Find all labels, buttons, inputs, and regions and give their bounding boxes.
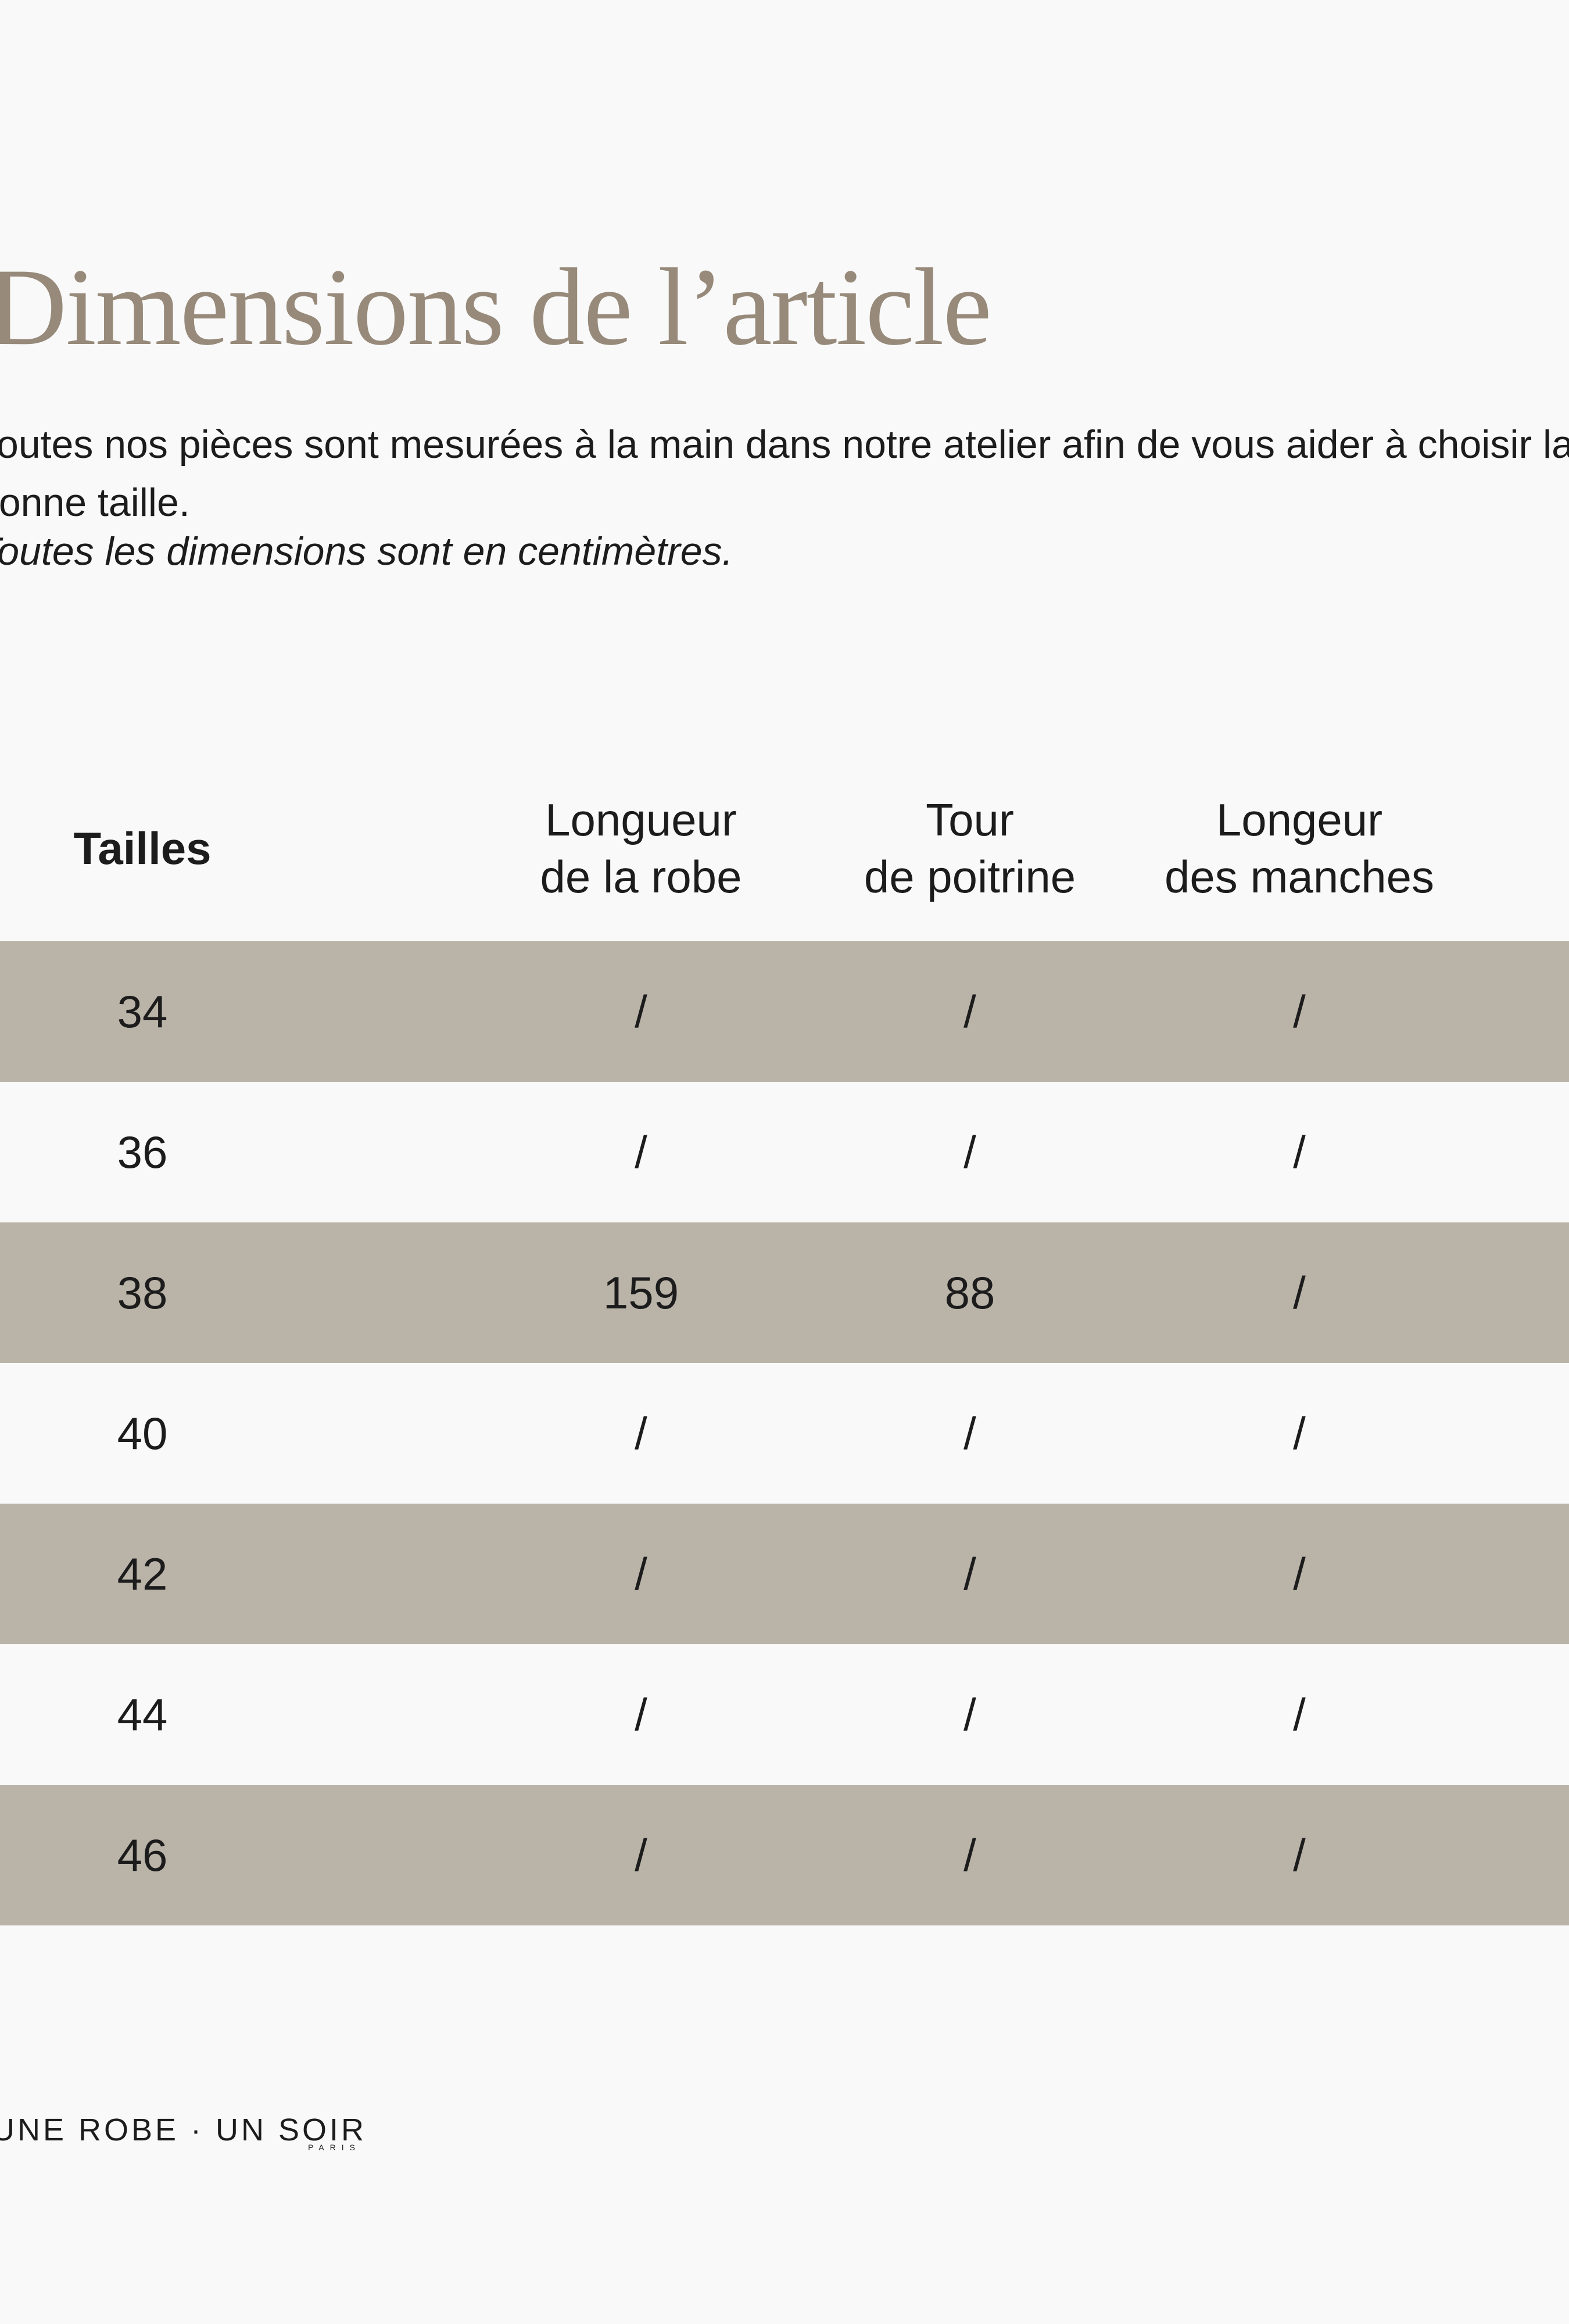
table-cell: 88 (944, 1267, 995, 1318)
table-cell: / (635, 1830, 647, 1881)
table-row: 38 159 88 / (0, 1222, 1569, 1363)
table-cell: 42 (117, 1548, 168, 1599)
header-line: Tour (926, 794, 1014, 845)
table-cell: / (963, 1127, 976, 1178)
intro-text: Toutes nos pièces sont mesurées à la mai… (0, 422, 1569, 525)
header-line: des manches (1165, 851, 1434, 902)
table-cell: 34 (117, 986, 168, 1037)
table-cell: / (1293, 1830, 1306, 1881)
table-cell: 46 (117, 1830, 168, 1881)
table-cell: / (1293, 1127, 1306, 1178)
brand-logo: UNE ROBE · UN SOIR (0, 2113, 367, 2147)
page-title: Dimensions de l’article (0, 246, 992, 368)
table-cell: 36 (117, 1127, 168, 1178)
table-cell: / (963, 1830, 976, 1881)
column-header: Tailles (73, 779, 211, 918)
table-cell: / (963, 1408, 976, 1459)
column-header: Longeur des manches (1165, 779, 1434, 918)
table-row: 40 / / / (0, 1363, 1569, 1504)
table-row: 36 / / / (0, 1082, 1569, 1222)
table-cell: / (635, 1548, 647, 1599)
header-line: Longeur (1216, 794, 1383, 845)
table-cell: / (963, 1689, 976, 1740)
column-header: Tour de poitrine (864, 779, 1076, 918)
table-cell: / (963, 1548, 976, 1599)
table-row: 44 / / / (0, 1644, 1569, 1785)
table-cell: 38 (117, 1267, 168, 1318)
table-cell: 40 (117, 1408, 168, 1459)
table-cell: / (635, 1127, 647, 1178)
table-cell: / (963, 986, 976, 1037)
column-header: Longueur de la robe (540, 779, 742, 918)
table-cell: / (635, 986, 647, 1037)
header-line: de poitrine (864, 851, 1076, 902)
table-row: 34 / / / (0, 941, 1569, 1082)
table-cell: / (1293, 1267, 1306, 1318)
table-row: 42 / / / (0, 1504, 1569, 1644)
table-cell: / (635, 1408, 647, 1459)
header-line: Tailles (73, 823, 212, 874)
table-cell: 159 (603, 1267, 679, 1318)
table-cell: 44 (117, 1689, 168, 1740)
header-line: Longueur (545, 794, 737, 845)
table-cell: / (1293, 1548, 1306, 1599)
table-row: 46 / / / (0, 1785, 1569, 1925)
brand-city: PARIS (308, 2143, 361, 2152)
table-cell: / (635, 1689, 647, 1740)
table-cell: / (1293, 1408, 1306, 1459)
note-text: Toutes les dimensions sont en centimètre… (0, 529, 733, 573)
table-cell: / (1293, 986, 1306, 1037)
table-cell: / (1293, 1689, 1306, 1740)
header-line: de la robe (540, 851, 742, 902)
